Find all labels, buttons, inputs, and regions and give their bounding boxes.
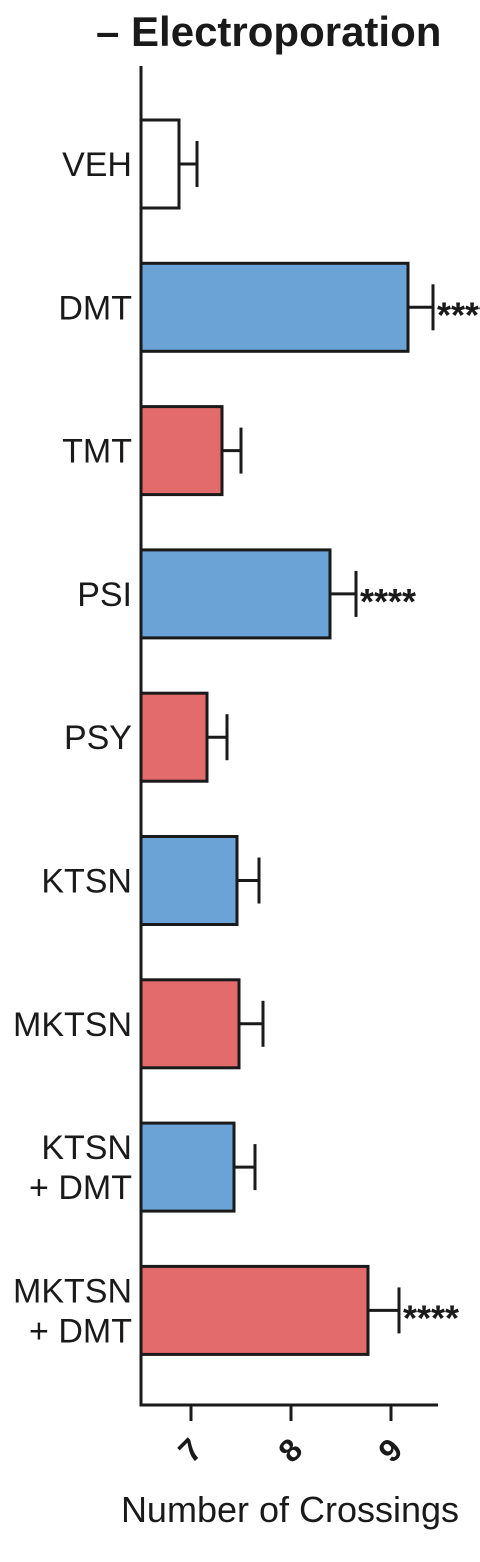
bar-1	[141, 263, 408, 351]
category-label-3: PSI	[77, 576, 132, 614]
significance-label-3: ****	[360, 581, 416, 622]
category-label-5: KTSN	[41, 863, 132, 901]
bar-3	[141, 550, 330, 638]
category-label-8-line-1: + DMT	[29, 1312, 132, 1350]
category-label-0: VEH	[62, 146, 132, 184]
category-label-8-line-0: MKTSN	[13, 1272, 132, 1310]
bars-layer	[141, 120, 433, 1354]
category-label-4: PSY	[64, 719, 132, 757]
bar-6	[141, 980, 239, 1068]
significance-label-1: ****	[437, 294, 480, 335]
bar-4	[141, 693, 207, 781]
category-label-7-line-0: KTSN	[41, 1129, 132, 1167]
category-label-6: MKTSN	[13, 1006, 132, 1044]
bar-5	[141, 837, 237, 925]
x-tick-label-0: 7	[171, 1431, 209, 1469]
category-label-7-line-1: + DMT	[29, 1169, 132, 1207]
significance-label-8: ****	[403, 1297, 459, 1338]
x-axis-label: Number of Crossings	[121, 1489, 459, 1530]
category-label-1: DMT	[58, 289, 132, 327]
category-label-2: TMT	[62, 433, 132, 471]
bar-2	[141, 407, 222, 495]
bar-7	[141, 1123, 234, 1211]
bar-8	[141, 1266, 368, 1354]
x-tick-label-1: 8	[271, 1431, 309, 1469]
x-tick-label-2: 9	[371, 1431, 409, 1469]
bar-0	[141, 120, 179, 208]
